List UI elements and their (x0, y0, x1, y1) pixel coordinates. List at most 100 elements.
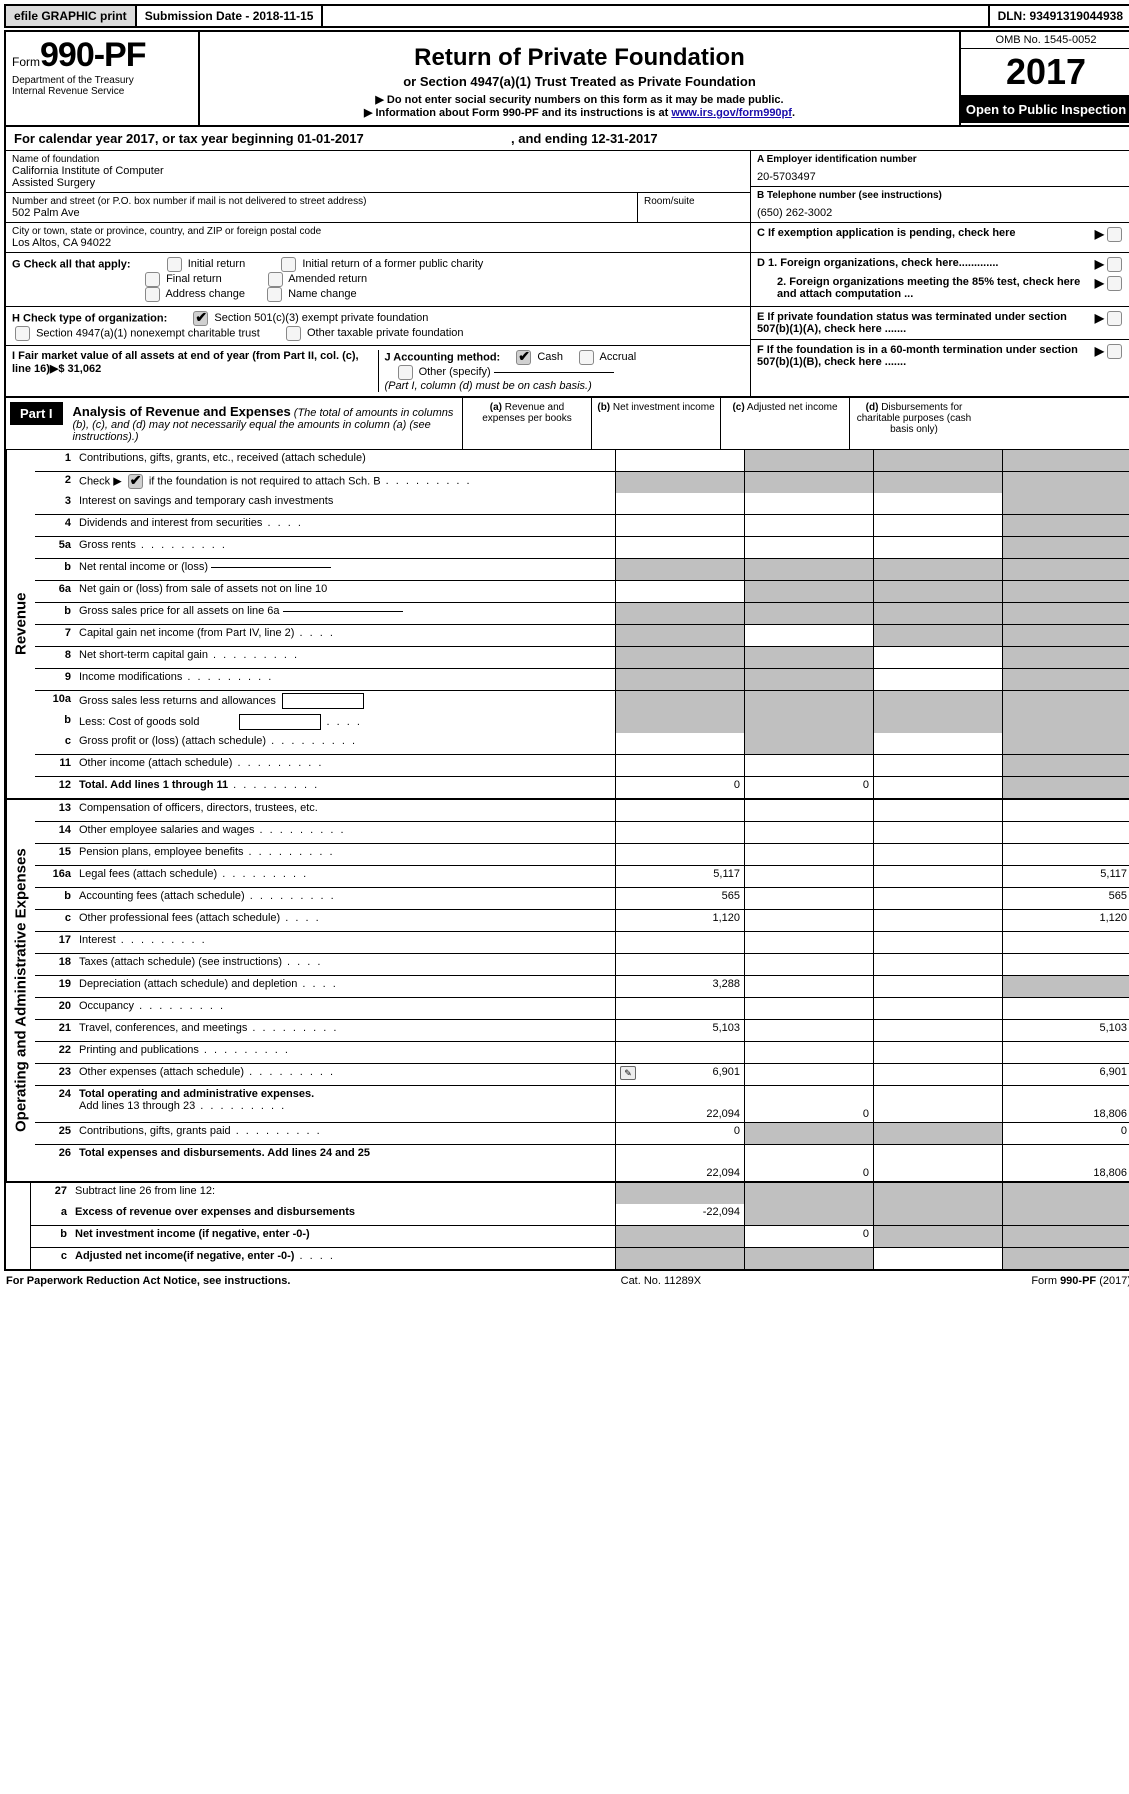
row-22: 22Printing and publications (35, 1042, 1129, 1064)
g-initial-former: Initial return of a former public charit… (302, 258, 483, 270)
amended-return-checkbox[interactable] (268, 272, 283, 287)
d2-checkbox[interactable] (1107, 276, 1122, 291)
col-b (744, 493, 873, 514)
col-c (873, 647, 1002, 668)
ln: b (35, 559, 75, 580)
schb-checkbox[interactable] (128, 474, 143, 489)
col-b (744, 603, 873, 624)
desc: Gross sales price for all assets on line… (75, 603, 615, 624)
ln: 8 (35, 647, 75, 668)
cal-pre: For calendar year 2017, or tax year begi… (14, 131, 297, 146)
initial-former-checkbox[interactable] (281, 257, 296, 272)
col-a-head: (a) Revenue and expenses per books (462, 398, 591, 449)
col-d: 565 (1002, 888, 1129, 909)
part1-title-wrap: Part I Analysis of Revenue and Expenses … (6, 398, 462, 449)
col-a (615, 954, 744, 975)
ein-value: 20-5703497 (757, 171, 1125, 183)
sub-input[interactable] (239, 714, 321, 730)
desc: Occupancy (75, 998, 615, 1019)
col-b (744, 1042, 873, 1063)
col-b (744, 1123, 873, 1144)
final-return-checkbox[interactable] (145, 272, 160, 287)
col-b (744, 976, 873, 997)
col-d: 5,103 (1002, 1020, 1129, 1041)
desc: Other employee salaries and wages (75, 822, 615, 843)
c-checkbox[interactable] (1107, 227, 1122, 242)
desc: Pension plans, employee benefits (75, 844, 615, 865)
row-1: 1Contributions, gifts, grants, etc., rec… (35, 450, 1129, 472)
ln: 1 (35, 450, 75, 471)
col-b (744, 1183, 873, 1204)
row-18: 18Taxes (attach schedule) (see instructi… (35, 954, 1129, 976)
desc: Net investment income (if negative, ente… (71, 1226, 615, 1247)
inline-input[interactable] (211, 567, 331, 568)
expenses-rows: 13Compensation of officers, directors, t… (35, 800, 1129, 1181)
col-c (873, 712, 1002, 733)
col-d (1002, 559, 1129, 580)
col-b (744, 625, 873, 646)
ln: 18 (35, 954, 75, 975)
h-501c3: Section 501(c)(3) exempt private foundat… (214, 312, 428, 324)
calendar-year-row: For calendar year 2017, or tax year begi… (6, 127, 1129, 151)
col-d: 5,117 (1002, 866, 1129, 887)
col-c (873, 537, 1002, 558)
col-a: ✎6,901 (615, 1064, 744, 1085)
d1-checkbox[interactable] (1107, 257, 1122, 272)
row-25: 25Contributions, gifts, grants paid00 (35, 1123, 1129, 1145)
attachment-icon[interactable]: ✎ (620, 1066, 636, 1080)
name-change-checkbox[interactable] (267, 287, 282, 302)
col-d (1002, 844, 1129, 865)
sub-input[interactable] (282, 693, 364, 709)
col-c (873, 603, 1002, 624)
row-19: 19Depreciation (attach schedule) and dep… (35, 976, 1129, 998)
col-d (1002, 954, 1129, 975)
row-20: 20Occupancy (35, 998, 1129, 1020)
j-other-input[interactable] (494, 372, 614, 373)
h-501c3-checkbox[interactable] (193, 311, 208, 326)
desc: Check ▶ if the foundation is not require… (75, 472, 615, 493)
room-label: Room/suite (644, 196, 744, 207)
row-5b: bNet rental income or (loss) (35, 559, 1129, 581)
footer-left: For Paperwork Reduction Act Notice, see … (6, 1275, 290, 1287)
f-checkbox[interactable] (1107, 344, 1122, 359)
ln: 2 (35, 472, 75, 493)
row-26: 26Total expenses and disbursements. Add … (35, 1145, 1129, 1181)
desc: Contributions, gifts, grants, etc., rece… (75, 450, 615, 471)
h-other: Other taxable private foundation (307, 327, 464, 339)
j-cash-checkbox[interactable] (516, 350, 531, 365)
i-cell: I Fair market value of all assets at end… (12, 350, 379, 392)
revenue-rows: 1Contributions, gifts, grants, etc., rec… (35, 450, 1129, 798)
col-d (1002, 976, 1129, 997)
instructions-link[interactable]: www.irs.gov/form990pf (671, 107, 792, 119)
col-c (873, 1020, 1002, 1041)
efile-print-button[interactable]: efile GRAPHIC print (6, 6, 137, 26)
col-b: 0 (744, 1086, 873, 1122)
col-d (1002, 777, 1129, 798)
col-a (615, 1226, 744, 1247)
col-c (873, 932, 1002, 953)
col-d: 6,901 (1002, 1064, 1129, 1085)
submission-date: Submission Date - 2018-11-15 (137, 6, 324, 26)
h-4947-checkbox[interactable] (15, 326, 30, 341)
h-other-checkbox[interactable] (286, 326, 301, 341)
initial-return-checkbox[interactable] (167, 257, 182, 272)
dept-line-1: Department of the Treasury (12, 75, 192, 86)
desc: Contributions, gifts, grants paid (75, 1123, 615, 1144)
net-rows: 27Subtract line 26 from line 12: aExcess… (31, 1183, 1129, 1269)
col-b: 0 (744, 777, 873, 798)
col-c (873, 998, 1002, 1019)
j-accrual-checkbox[interactable] (579, 350, 594, 365)
g-address: Address change (165, 288, 245, 300)
col-b: 0 (744, 1145, 873, 1181)
j-other-checkbox[interactable] (398, 365, 413, 380)
desc: Interest (75, 932, 615, 953)
h-left: H Check type of organization: Section 50… (6, 307, 750, 396)
col-b (744, 755, 873, 776)
e-checkbox[interactable] (1107, 311, 1122, 326)
address-change-checkbox[interactable] (145, 287, 160, 302)
expenses-vlabel: Operating and Administrative Expenses (6, 800, 35, 1181)
g-final: Final return (166, 273, 222, 285)
room-cell: Room/suite (638, 193, 750, 223)
ln: 15 (35, 844, 75, 865)
inline-input[interactable] (283, 611, 403, 612)
